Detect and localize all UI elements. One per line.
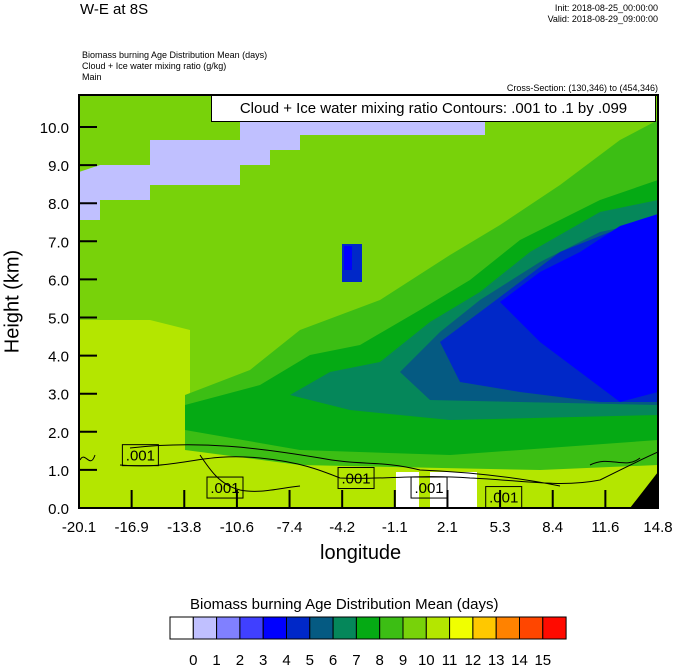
contour-label: .001 bbox=[489, 490, 518, 507]
cross-section-label: Cross-Section: (130,346) to (454,346) bbox=[506, 83, 658, 93]
x-tick-label: -10.6 bbox=[220, 519, 254, 536]
y-tick-label: 7.0 bbox=[48, 234, 69, 251]
y-tick-label: 4.0 bbox=[48, 349, 69, 366]
x-tick-label: -20.1 bbox=[62, 519, 96, 536]
colorbar-title: Biomass burning Age Distribution Mean (d… bbox=[190, 596, 499, 613]
x-axis-label: longitude bbox=[320, 542, 402, 564]
y-tick-label: 9.0 bbox=[48, 158, 69, 175]
y-tick-label: 0.0 bbox=[48, 501, 69, 518]
colorbar-box bbox=[262, 616, 288, 640]
colorbar-label: 6 bbox=[329, 652, 337, 667]
x-tick-label: -4.2 bbox=[329, 519, 355, 536]
y-tick-label: 5.0 bbox=[48, 311, 69, 328]
contour-title: Cloud + Ice water mixing ratio Contours:… bbox=[211, 95, 656, 122]
y-tick-label: 6.0 bbox=[48, 272, 69, 289]
colorbar-box bbox=[355, 616, 381, 640]
colorbar-label: 13 bbox=[488, 652, 505, 667]
contour-lines bbox=[79, 444, 658, 492]
field-level-1 bbox=[79, 95, 485, 220]
plot-title: W-E at 8S bbox=[80, 1, 149, 18]
y-axis-label: Height (km) bbox=[1, 249, 24, 354]
colorbar-box bbox=[425, 616, 451, 640]
colorbar-label: 14 bbox=[511, 652, 528, 667]
field-line-1: Biomass burning Age Distribution Mean (d… bbox=[82, 50, 268, 60]
colorbar-box bbox=[169, 616, 194, 640]
colorbar-label: 7 bbox=[352, 652, 360, 667]
colorbar-box bbox=[216, 616, 241, 640]
contour-label-box bbox=[337, 467, 375, 490]
x-tick-label: -1.1 bbox=[382, 519, 408, 536]
colorbar-label: 5 bbox=[306, 652, 314, 667]
colorbar-label: 4 bbox=[282, 652, 290, 667]
colorbar-label: 9 bbox=[399, 652, 407, 667]
contour-label-box bbox=[206, 476, 244, 499]
colorbar-box bbox=[192, 616, 218, 640]
colorbar-label: 15 bbox=[534, 652, 551, 667]
y-tick-label: 1.0 bbox=[48, 463, 69, 480]
field-line-3: Main bbox=[82, 72, 102, 82]
field-line-2: Cloud + Ice water mixing ratio (g/kg) bbox=[82, 61, 227, 71]
colorbar-box bbox=[332, 616, 357, 640]
contour-label: .001 bbox=[414, 480, 443, 497]
colorbar-box bbox=[495, 616, 521, 640]
colorbar-label: 1 bbox=[212, 652, 220, 667]
y-tick-label: 8.0 bbox=[48, 196, 69, 213]
contour-label: .001 bbox=[210, 480, 239, 497]
missing-data bbox=[630, 472, 658, 508]
colorbar-label: 3 bbox=[259, 652, 267, 667]
y-tick-label: 10.0 bbox=[40, 120, 69, 137]
colorbar-box bbox=[519, 616, 544, 640]
x-tick-label: -7.4 bbox=[277, 519, 303, 536]
colorbar-label: 12 bbox=[465, 652, 482, 667]
contour-label-box bbox=[485, 486, 523, 509]
x-tick-label: 8.4 bbox=[542, 519, 563, 536]
field-level-4 bbox=[500, 214, 658, 402]
colorbar-label: 0 bbox=[189, 652, 197, 667]
field-level-4-patch bbox=[344, 246, 352, 270]
colorbar-label: 11 bbox=[442, 652, 458, 667]
y-tick-label: 3.0 bbox=[48, 387, 69, 404]
colorbar-box bbox=[379, 616, 404, 640]
x-tick-label: 5.3 bbox=[490, 519, 511, 536]
valid-time: Valid: 2018-08-29_09:00:00 bbox=[547, 14, 658, 24]
colorbar-box bbox=[542, 616, 567, 640]
colorbar-box bbox=[286, 616, 311, 640]
init-time: Init: 2018-08-25_00:00:00 bbox=[554, 3, 658, 13]
x-tick-label: 2.1 bbox=[437, 519, 458, 536]
y-tick-label: 2.0 bbox=[48, 425, 69, 442]
x-tick-label: 14.8 bbox=[643, 519, 672, 536]
field-level-0b bbox=[430, 472, 477, 508]
contour-label: .001 bbox=[341, 471, 370, 488]
contour-label-box bbox=[121, 444, 159, 467]
colorbar-label: 2 bbox=[236, 652, 244, 667]
x-tick-label: -13.8 bbox=[167, 519, 201, 536]
contour-label: .001 bbox=[126, 448, 155, 465]
colorbar-box bbox=[309, 616, 334, 640]
x-tick-label: 11.6 bbox=[591, 519, 619, 536]
colorbar-label: 8 bbox=[376, 652, 384, 667]
colorbar-box bbox=[449, 616, 474, 640]
field-level-0 bbox=[396, 472, 419, 508]
x-tick-label: -16.9 bbox=[115, 519, 149, 536]
colorbar-box bbox=[239, 616, 264, 640]
contour-label-box bbox=[410, 476, 448, 499]
colorbar-box bbox=[402, 616, 427, 640]
colorbar-label: 10 bbox=[418, 652, 435, 667]
colorbar-box bbox=[472, 616, 497, 640]
